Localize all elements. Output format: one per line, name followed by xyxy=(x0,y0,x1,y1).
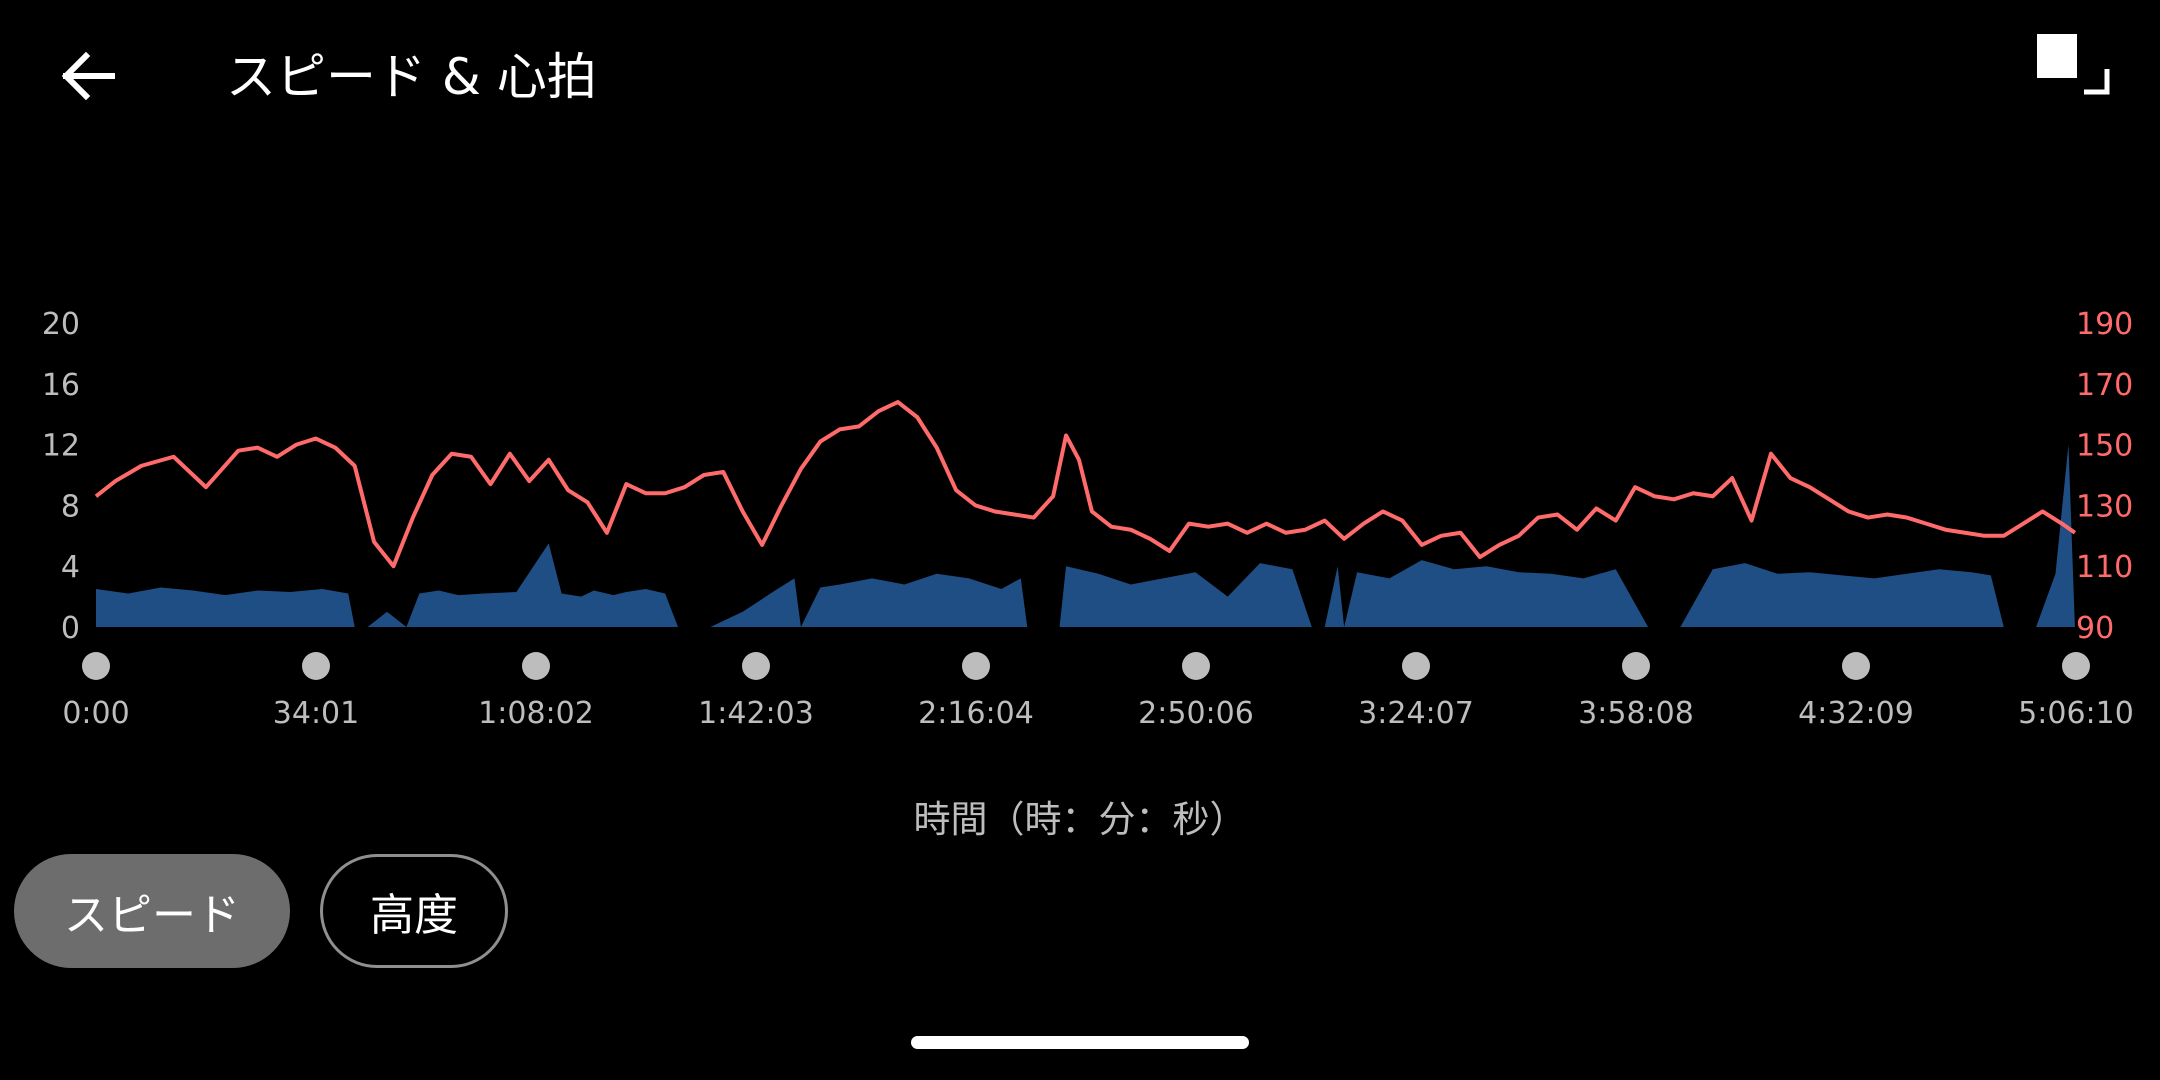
y-right-tick-label: 130 xyxy=(2076,489,2133,524)
y-left-tick-label: 4 xyxy=(61,550,80,585)
x-tick-label: 2:16:04 xyxy=(918,696,1034,731)
x-tick-label: 3:24:07 xyxy=(1358,696,1474,731)
timeline-marker[interactable] xyxy=(1622,652,1650,680)
x-tick-label: 3:58:08 xyxy=(1578,696,1694,731)
x-tick-label: 5:06:10 xyxy=(2018,696,2134,731)
heart-rate-line-series xyxy=(94,400,2077,569)
altitude-button[interactable]: 高度 xyxy=(320,854,508,968)
x-tick-label: 4:32:09 xyxy=(1798,696,1914,731)
timeline-marker[interactable] xyxy=(1402,652,1430,680)
back-button[interactable] xyxy=(48,36,128,116)
page-title: スピード & 心拍 xyxy=(226,48,597,106)
x-tick-label: 1:42:03 xyxy=(698,696,814,731)
y-right-tick-label: 110 xyxy=(2076,550,2133,585)
y-left-tick-label: 12 xyxy=(42,429,80,464)
y-right-tick-label: 150 xyxy=(2076,429,2133,464)
x-tick-label: 34:01 xyxy=(273,696,359,731)
timeline-marker[interactable] xyxy=(1182,652,1210,680)
chart-canvas: 0 4 8 12 16 20 90 110 130 150 170 190 0:00 34:01 1:0… xyxy=(42,307,2134,731)
speed-heart-rate-chart: 0 4 8 12 16 20 90 110 130 150 170 190 0:00 34:01 1:0… xyxy=(0,290,2160,760)
y-left-tick-label: 0 xyxy=(61,611,80,646)
x-axis-title: 時間（時：分：秒） xyxy=(913,798,1247,841)
y-right-tick-label: 90 xyxy=(2076,611,2114,646)
timeline-marker[interactable] xyxy=(522,652,550,680)
arrow-left-icon xyxy=(61,51,115,101)
timeline-marker[interactable] xyxy=(962,652,990,680)
timeline-marker[interactable] xyxy=(302,652,330,680)
y-right-tick-label: 170 xyxy=(2076,368,2133,403)
y-left-tick-label: 20 xyxy=(42,307,80,342)
timeline-marker[interactable] xyxy=(82,652,110,680)
x-tick-label: 0:00 xyxy=(62,696,129,731)
y-left-tick-label: 8 xyxy=(61,489,80,524)
timeline-marker[interactable] xyxy=(742,652,770,680)
home-indicator[interactable] xyxy=(911,1036,1249,1049)
fullscreen-button[interactable] xyxy=(2024,24,2128,128)
fullscreen-icon xyxy=(2037,34,2110,95)
y-right-tick-label: 190 xyxy=(2076,307,2133,342)
x-tick-label: 2:50:06 xyxy=(1138,696,1254,731)
app-header: スピード & 心拍 xyxy=(0,0,2160,160)
timeline-marker[interactable] xyxy=(1842,652,1870,680)
timeline-marker[interactable] xyxy=(2062,652,2090,680)
x-tick-label: 1:08:02 xyxy=(478,696,594,731)
y-left-tick-label: 16 xyxy=(42,368,80,403)
speed-area-series xyxy=(96,444,2075,627)
speed-button[interactable]: スピード xyxy=(14,854,290,968)
